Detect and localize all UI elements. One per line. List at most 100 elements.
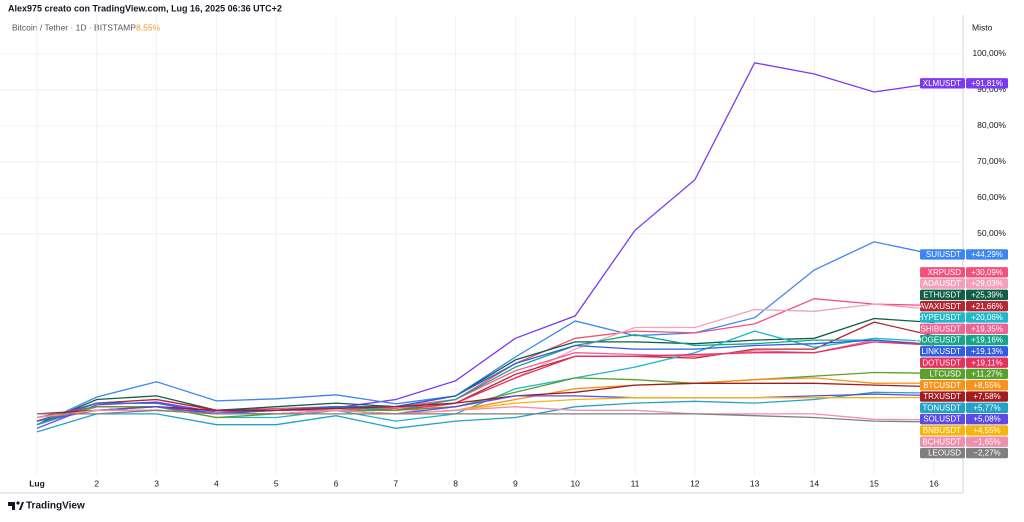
legend-label: DOTUSDT (922, 358, 961, 367)
value-box (966, 278, 1008, 289)
legend-label: LEOUSD (928, 449, 961, 458)
x-tick-label: 10 (570, 478, 580, 488)
series-line (36, 303, 935, 422)
legend-label: XRPUSD (928, 268, 962, 277)
legend-label: SOLUSDT (923, 415, 961, 424)
lines (36, 62, 935, 433)
legend-label: DOGEUSDT (916, 336, 961, 345)
legend-label: ETHUSDT (923, 290, 961, 299)
series-line (36, 391, 935, 433)
value-box (966, 357, 1008, 368)
value-label: +30,09% (971, 268, 1003, 277)
legend-label: BCHUSDT (922, 437, 961, 446)
value-label: +4,55% (973, 426, 1000, 435)
legend-label: BNBUSDT (923, 426, 961, 435)
y-tick-label: 60,00% (977, 192, 1006, 202)
value-box (966, 447, 1008, 459)
value-label: +7,58% (973, 392, 1000, 401)
y-tick-label: 80,00% (977, 120, 1006, 130)
legend-label: HYPEUSDT (917, 313, 961, 322)
legend-label: ADAUSDT (923, 279, 961, 288)
x-tick-label: 16 (929, 478, 939, 488)
x-tick-label: 9 (513, 478, 518, 488)
value-label: +91,81% (971, 79, 1003, 88)
value-label: +21,66% (971, 302, 1003, 311)
value-box (966, 334, 1008, 346)
value-label: +19,35% (971, 324, 1003, 333)
label-box (920, 357, 965, 368)
x-tick-label: 7 (393, 478, 398, 488)
value-label: +19,11% (971, 358, 1002, 367)
scale-mode: Misto (972, 22, 993, 32)
x-tick-label: 13 (750, 478, 760, 488)
label-box (920, 391, 965, 402)
value-label: +5,08% (973, 415, 1000, 424)
value-box (966, 346, 1008, 357)
label-box (920, 368, 965, 380)
label-box (920, 78, 965, 89)
logo (8, 501, 24, 510)
value-box (966, 78, 1008, 89)
legend-label: LTCUSD (930, 370, 962, 379)
subtitle-value: 8,55% (136, 22, 161, 32)
x-tick-label: 15 (869, 478, 879, 488)
label-box (920, 312, 965, 323)
value-box (966, 289, 1008, 301)
series-line (36, 393, 935, 422)
x-tick-label: 12 (690, 478, 700, 488)
y-tick-label: 90,00% (977, 84, 1006, 94)
label-box (920, 425, 965, 436)
label-box (920, 267, 965, 278)
legend-label: AVAXUSDT (919, 302, 961, 311)
value-label: +44,29% (971, 250, 1003, 259)
legend-label: BTCUSDT (923, 381, 961, 390)
x-tick-label: 3 (154, 478, 159, 488)
x-tick-label: 8 (453, 478, 458, 488)
value-label: +8,55% (973, 381, 1000, 390)
value-box (966, 249, 1008, 260)
value-label: −1,65% (973, 437, 1000, 446)
value-box (966, 300, 1008, 312)
label-box (920, 402, 965, 414)
value-box (966, 368, 1008, 380)
value-label: +19,13% (971, 347, 1003, 356)
label-box (920, 300, 965, 312)
subtitle: Bitcoin / Tether · 1D · BITSTAMP (12, 22, 136, 32)
value-box (966, 425, 1008, 436)
legend-label: XLMUSDT (923, 79, 961, 88)
value-box (966, 436, 1008, 447)
series-line (36, 321, 935, 422)
value-label: +29,03% (971, 279, 1003, 288)
y-tick-label: 50,00% (977, 228, 1006, 238)
value-label: +11,27% (971, 370, 1002, 379)
series-line (37, 409, 935, 423)
legend-label: SHIBUSDT (921, 324, 962, 333)
value-box (966, 380, 1008, 391)
x-tick-label: 11 (631, 478, 640, 488)
x-tick-label: 5 (274, 478, 279, 488)
value-box (966, 402, 1008, 414)
value-box (966, 267, 1008, 278)
label-box (920, 413, 965, 425)
x-tick-label: 6 (334, 478, 339, 488)
series-line (36, 62, 935, 429)
value-label: +25,39% (971, 290, 1003, 299)
y-tick-label: 100,00% (972, 48, 1006, 58)
brand: TradingView (26, 501, 85, 512)
series-line (36, 382, 935, 415)
legend-label: TRXUSDT (923, 392, 961, 401)
x-tick-label: Lug (29, 478, 45, 488)
label-box (920, 334, 965, 346)
label-box (920, 380, 965, 391)
legend-label: LINKUSDT (921, 347, 961, 356)
value-label: +5,77% (973, 403, 1000, 412)
value-label: −2,27% (973, 449, 1000, 458)
value-box (966, 312, 1008, 323)
legend-label: SUIUSDT (926, 250, 961, 259)
label-box (920, 323, 965, 334)
label-box (920, 436, 965, 447)
value-box (966, 391, 1008, 402)
header: Alex975 creato con TradingView.com, Lug … (8, 3, 282, 13)
label-box (920, 346, 965, 357)
